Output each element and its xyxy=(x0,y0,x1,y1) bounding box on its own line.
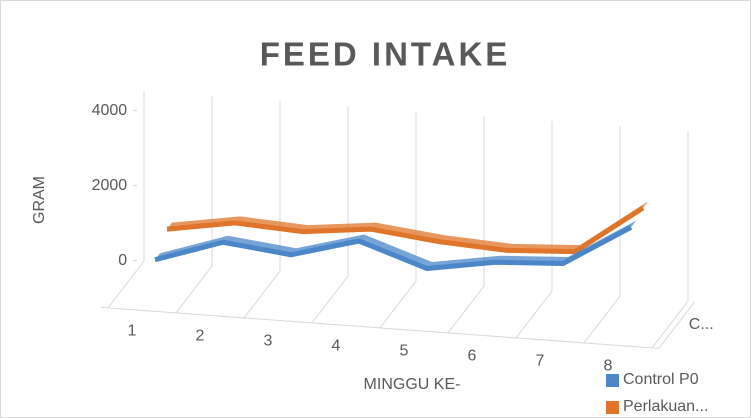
legend-swatch xyxy=(606,374,619,387)
floor-line xyxy=(243,270,281,319)
floor-line xyxy=(583,295,621,344)
x-tick-label: 8 xyxy=(604,358,613,375)
x-tick-label: 3 xyxy=(264,333,273,350)
x-tick-label: 1 xyxy=(128,323,137,340)
floor-line xyxy=(379,280,417,329)
x-tick-label: 7 xyxy=(536,353,545,370)
series-line xyxy=(166,205,645,255)
y-tick-label: 2000 xyxy=(92,177,128,194)
ribbon-top xyxy=(155,220,636,269)
y-axis-label: GRAM xyxy=(31,176,48,224)
x-tick-label: 2 xyxy=(196,328,205,345)
floor-line xyxy=(651,300,689,349)
depth-axis xyxy=(658,301,696,349)
series-line xyxy=(154,225,633,271)
y-tick-label: 0 xyxy=(118,252,127,269)
x-axis-label: MINGGU KE- xyxy=(364,376,461,393)
legend-label: Control P0 xyxy=(623,371,699,388)
y-tick-label: 4000 xyxy=(92,102,128,119)
z-tick-label: C... xyxy=(689,316,714,333)
x-tick-label: 6 xyxy=(468,348,477,365)
floor-edge xyxy=(101,306,659,349)
legend-swatch xyxy=(606,401,619,414)
floor-line xyxy=(311,275,349,324)
floor-line xyxy=(175,265,213,314)
floor-line xyxy=(515,290,553,339)
chart-title: FEED INTAKE xyxy=(260,36,511,73)
x-tick-label: 5 xyxy=(400,343,409,360)
floor-line xyxy=(447,285,485,334)
legend-label: Perlakuan... xyxy=(623,398,708,415)
x-tick-label: 4 xyxy=(332,338,341,355)
floor-line xyxy=(107,260,145,309)
